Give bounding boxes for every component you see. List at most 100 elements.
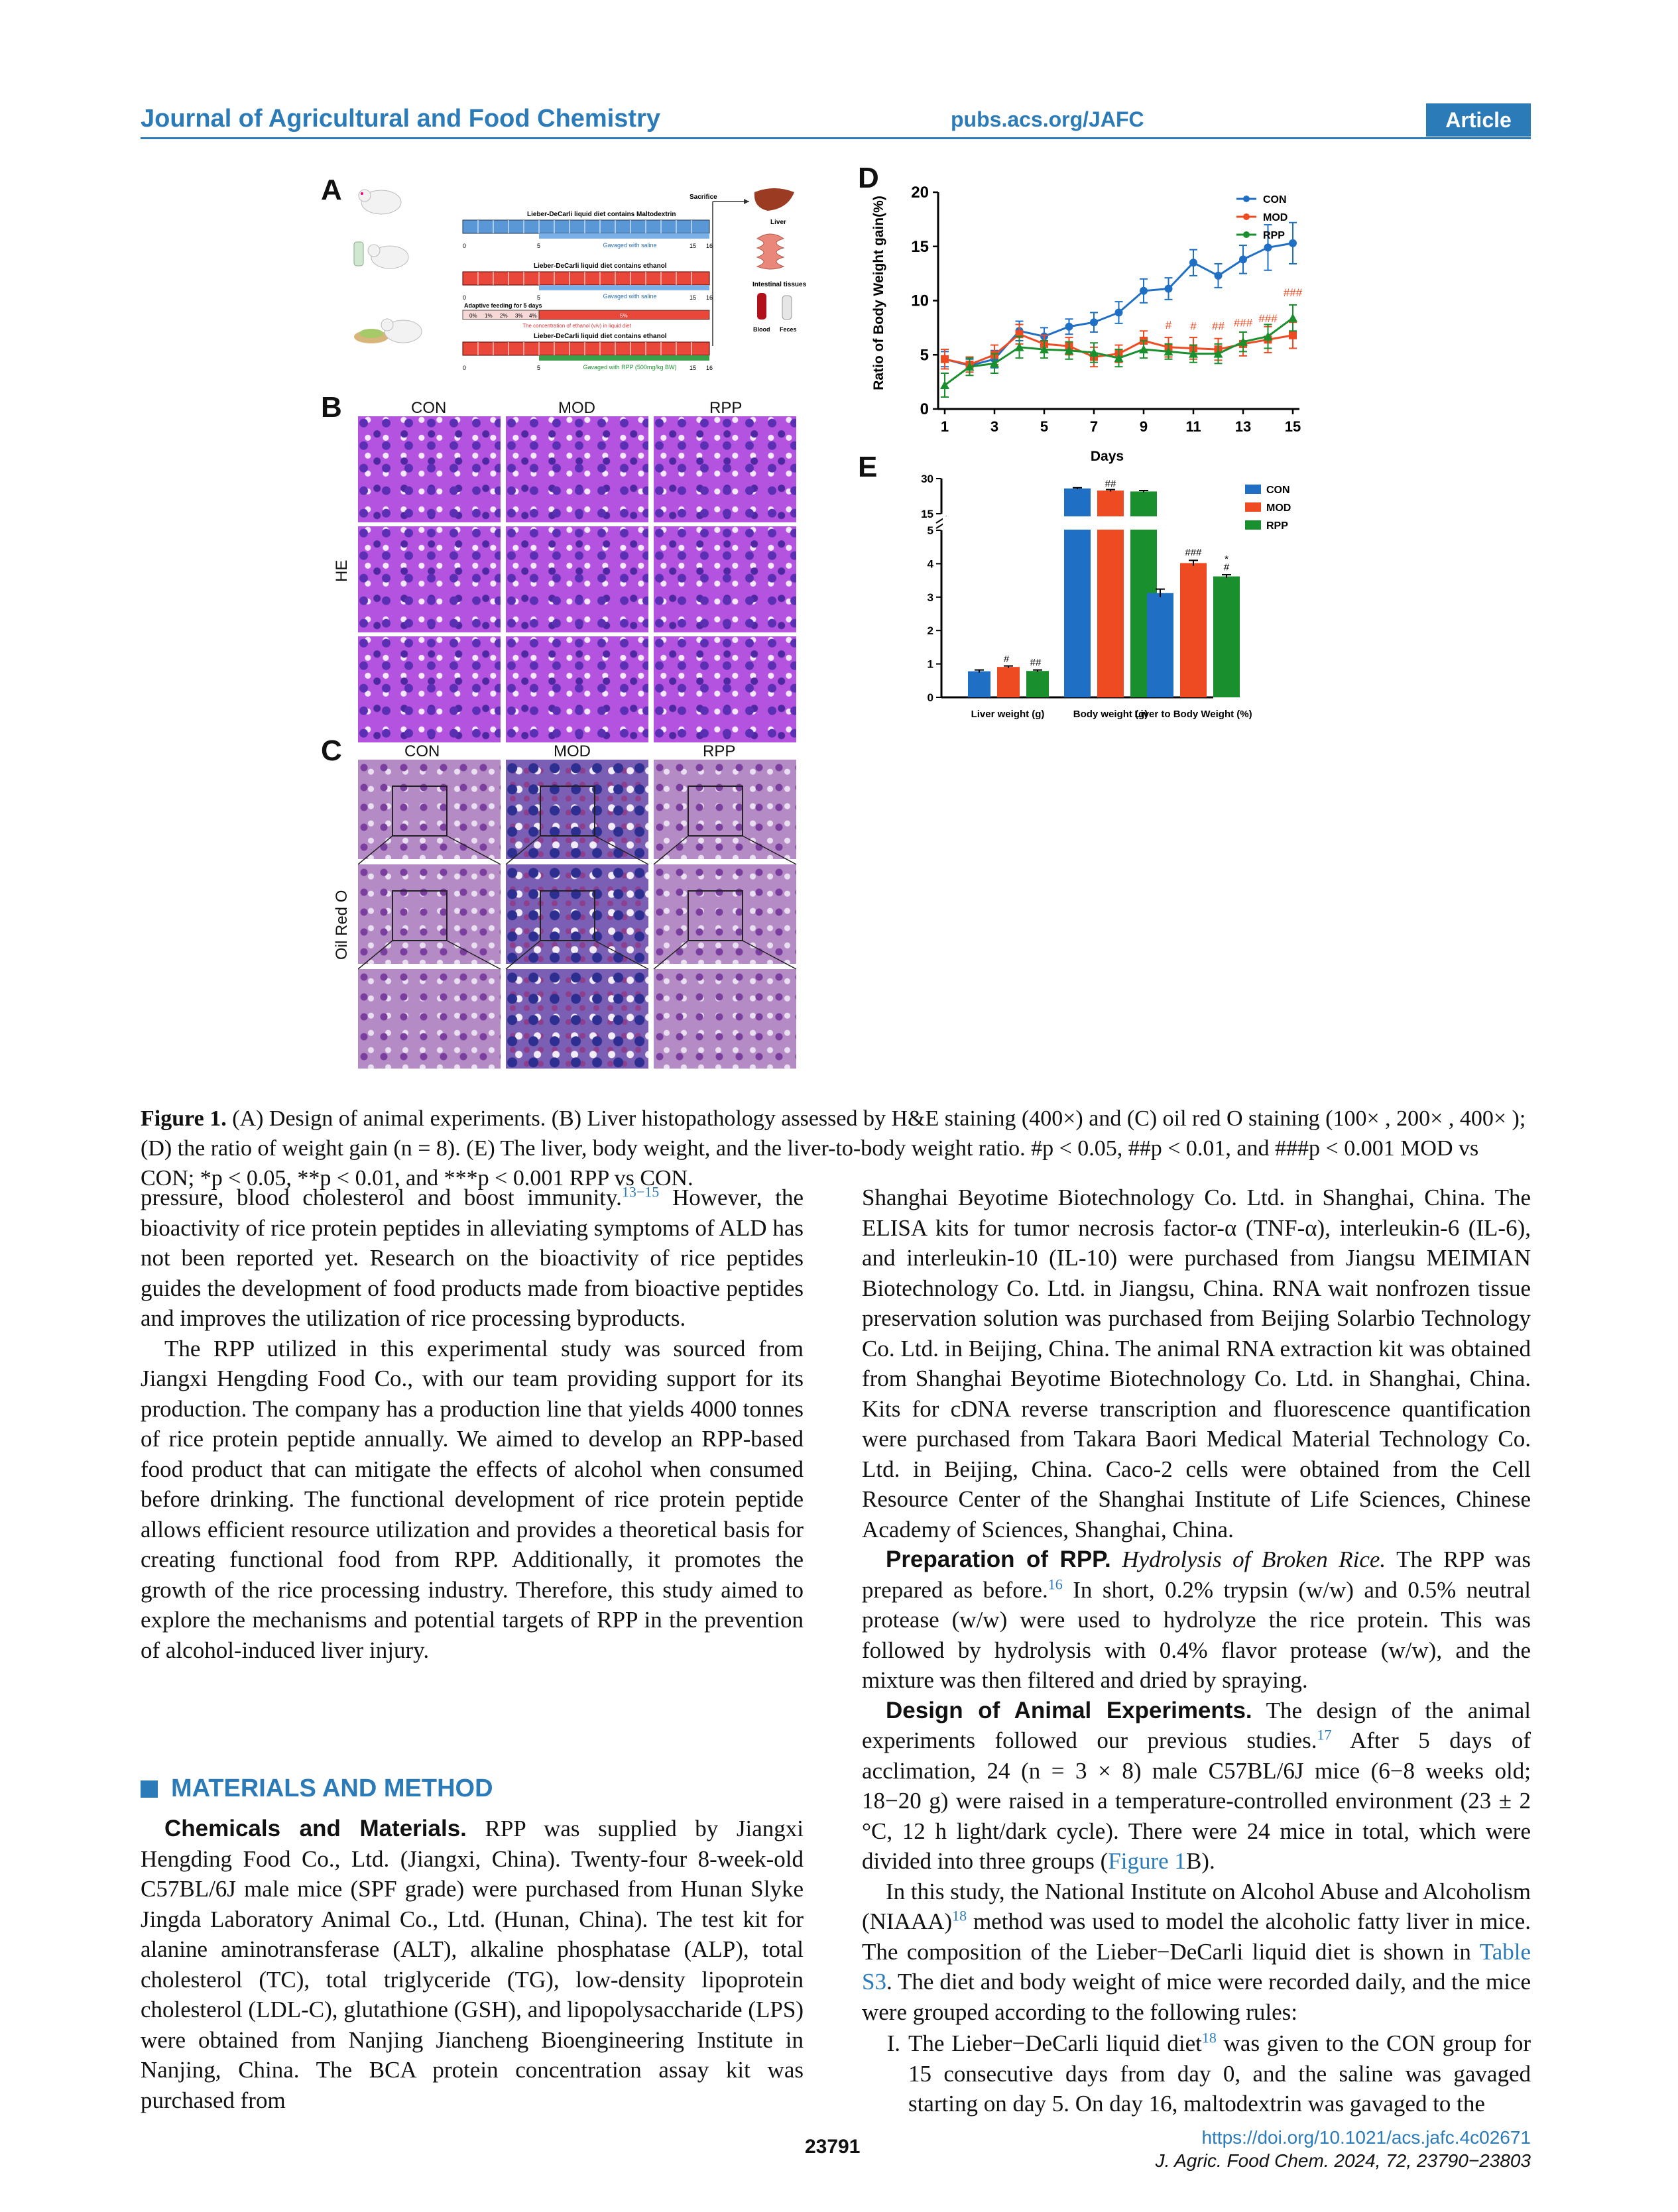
e-bar-rpp (1213, 576, 1240, 697)
e-legend-mod: MOD (1266, 502, 1291, 514)
d-point-con (1090, 318, 1098, 327)
left-paragraph-1: pressure, blood cholesterol and boost im… (141, 1183, 804, 1331)
citation-18b[interactable]: 18 (1201, 2029, 1217, 2046)
panel-a-design: Lieber-DeCarli liquid diet contains Malt… (353, 188, 807, 371)
e-sig-liver-mod: # (1004, 654, 1010, 665)
oro-image-rpp-3 (654, 969, 796, 1069)
he-image-rpp-1 (654, 416, 796, 522)
mouse-icon-2 (353, 241, 409, 269)
panel-d-line-chart: Ratio of Body Weight gain(%) Days 051015… (871, 184, 1303, 464)
e-category-label: Body weight (g) (1073, 709, 1148, 720)
mouse-icon-1 (358, 189, 402, 215)
row3-timeline-bar (462, 341, 710, 356)
e-sig-body-mod: ## (1105, 479, 1116, 490)
d-point-con (1239, 255, 1247, 264)
he-image-con-3 (358, 636, 501, 742)
row2-tick-5: 5 (537, 294, 540, 301)
row3-tick-0: 0 (463, 365, 466, 371)
d-point-rpp (1288, 313, 1297, 322)
figure-1-link[interactable]: Figure 1 (1108, 1848, 1186, 1874)
row2-gavage-bar (539, 285, 709, 290)
e-legend-swatch (1245, 485, 1261, 494)
d-legend-marker (1243, 196, 1250, 202)
row2-tick-15: 15 (689, 294, 696, 301)
he-image-rpp-2 (654, 526, 796, 632)
feces-label: Feces (780, 326, 797, 333)
d-sig-mark: # (1166, 319, 1172, 331)
ethanol-3: 3% (515, 313, 523, 319)
panel-d-xlabel: Days (1091, 449, 1124, 464)
d-sig-mark: # (1190, 320, 1197, 333)
d-xtick-label: 1 (941, 418, 949, 435)
left-paragraph-2: The RPP utilized in this experimental st… (141, 1335, 804, 1663)
d-point-rpp (1263, 331, 1273, 341)
e-ytick-label: 4 (928, 557, 934, 570)
d-point-rpp (1064, 345, 1074, 355)
panel-e-bar-chart: 0 1 2 3 4 5 15 30 Liver weight (g) Body weight (g… (921, 473, 1291, 720)
citation-18[interactable]: 18 (952, 1907, 967, 1924)
section-heading: MATERIALS AND METHOD (141, 1775, 493, 1803)
d-point-mod (1289, 331, 1297, 339)
d-ytick-label: 5 (920, 346, 929, 364)
d-point-mod (941, 355, 949, 363)
row2-tick-16: 16 (706, 294, 713, 301)
table-s3-link[interactable]: Table S3 (862, 1938, 1531, 1995)
e-bar-mod (997, 667, 1020, 697)
citation-13-15[interactable]: 13−15 (621, 1183, 660, 1200)
intestine-icon (756, 233, 785, 270)
citation-16[interactable]: 16 (1048, 1575, 1063, 1592)
e-sig-ratio-mod: ### (1185, 547, 1202, 558)
citation-17[interactable]: 17 (1317, 1726, 1332, 1743)
e-axis-break-gap (943, 516, 1215, 530)
ethanol-final: 5% (620, 313, 628, 319)
row1-tick-16: 16 (706, 243, 713, 249)
row2-diet-label: Lieber-DeCarli liquid diet contains etha… (534, 262, 667, 270)
e-category-label: Liver to Body Weight (%) (1134, 709, 1252, 720)
oro-image-mod-3 (506, 969, 648, 1069)
sacrifice-label: Sacrifice (689, 194, 717, 201)
he-image-mod-2 (506, 526, 648, 632)
d-point-rpp (1139, 345, 1148, 354)
oro-image-mod-1 (506, 760, 648, 859)
panel-d-ylabel: Ratio of Body Weight gain(%) (871, 196, 886, 390)
panel-c-col-rpp: RPP (703, 742, 736, 760)
he-image-mod-1 (506, 416, 648, 522)
oro-zoom-boxes (358, 786, 796, 970)
mouse-icon-3 (354, 318, 422, 343)
oro-image-rpp-1 (654, 760, 796, 859)
d-ytick-label: 10 (911, 292, 929, 310)
doi-link[interactable]: https://doi.org/10.1021/acs.jafc.4c02671 (1201, 2127, 1531, 2148)
d-sig-mark: ## (1212, 320, 1225, 333)
oro-image-rpp-2 (654, 864, 796, 964)
row3-tick-5: 5 (537, 365, 540, 371)
d-ytick-label: 0 (920, 400, 929, 418)
d-sig-mark: ### (1258, 312, 1278, 325)
row3-tick-16: 16 (706, 365, 713, 371)
he-image-mod-3 (506, 636, 648, 742)
d-point-rpp (1040, 345, 1049, 354)
e-bar-con (1147, 593, 1173, 697)
panel-b-side-label: HE (333, 559, 351, 582)
journal-title[interactable]: Journal of Agricultural and Food Chemist… (141, 105, 660, 133)
oro-image-mod-2 (506, 864, 648, 964)
row3-diet-label: Lieber-DeCarli liquid diet contains etha… (534, 333, 667, 340)
row3-tick-15: 15 (689, 365, 696, 371)
panel-c-col-mod: MOD (554, 742, 591, 760)
site-url-link[interactable]: pubs.acs.org/JAFC (951, 107, 1144, 131)
row3-gavage-bar (539, 355, 709, 361)
preparation-subheading: Hydrolysis of Broken Rice. (1110, 1546, 1386, 1572)
e-sig-liver-rpp: ## (1030, 657, 1042, 668)
row2-timeline-bar (462, 271, 710, 286)
e-bar-rpp (1026, 671, 1049, 697)
row1-tick-0: 0 (463, 243, 466, 249)
e-ytick-label: 5 (928, 524, 933, 537)
panel-letter-e: E (858, 451, 878, 483)
intestinal-label: Intestinal tissues (752, 281, 807, 288)
ethanol-1: 1% (485, 313, 493, 319)
preparation-heading: Preparation of RPP. (886, 1546, 1111, 1572)
d-point-rpp (1238, 337, 1248, 346)
e-bar-mod (1180, 563, 1207, 697)
figure-caption: Figure 1. (A) Design of animal experimen… (141, 1104, 1531, 1193)
panel-b-col-rpp: RPP (709, 399, 743, 417)
section-square-icon (141, 1780, 158, 1798)
